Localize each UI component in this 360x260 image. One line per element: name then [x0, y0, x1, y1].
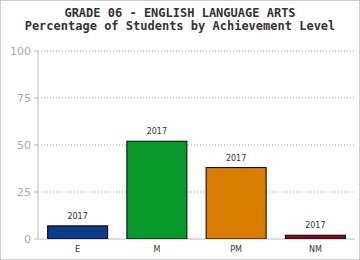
y-axis: [38, 51, 39, 239]
tick-mark: [34, 98, 38, 99]
bar: [285, 235, 345, 239]
tick-label: 75: [17, 92, 31, 105]
series-label: 2017: [147, 127, 167, 136]
series-label: 2017: [67, 212, 87, 221]
tick-mark: [34, 145, 38, 146]
grid-line: [38, 51, 355, 52]
category-label: M: [153, 245, 160, 254]
grid-line: [38, 98, 355, 99]
category-label: PM: [230, 245, 242, 254]
tick-mark: [34, 51, 38, 52]
title: GRADE 06 - ENGLISH LANGUAGE ARTS: [64, 6, 295, 20]
series-label: 2017: [226, 154, 246, 163]
tick-mark: [34, 239, 38, 240]
series-label: 2017: [305, 221, 325, 230]
chart: GRADE 06 - ENGLISH LANGUAGE ARTSPercenta…: [0, 0, 360, 260]
grid-line: [38, 192, 355, 193]
subtitle: Percentage of Students by Achievement Le…: [25, 19, 336, 33]
category-label: NM: [309, 245, 322, 254]
tick-label: 50: [17, 139, 31, 152]
tick-label: 100: [10, 45, 31, 58]
tick-label: 0: [24, 233, 31, 246]
bar: [127, 141, 187, 239]
grid-line: [38, 145, 355, 146]
bar: [48, 226, 108, 239]
frame: [1, 1, 360, 260]
category-label: E: [75, 245, 80, 254]
bar: [206, 168, 266, 239]
bars: [48, 141, 346, 239]
tick-mark: [34, 192, 38, 193]
tick-label: 25: [17, 186, 31, 199]
